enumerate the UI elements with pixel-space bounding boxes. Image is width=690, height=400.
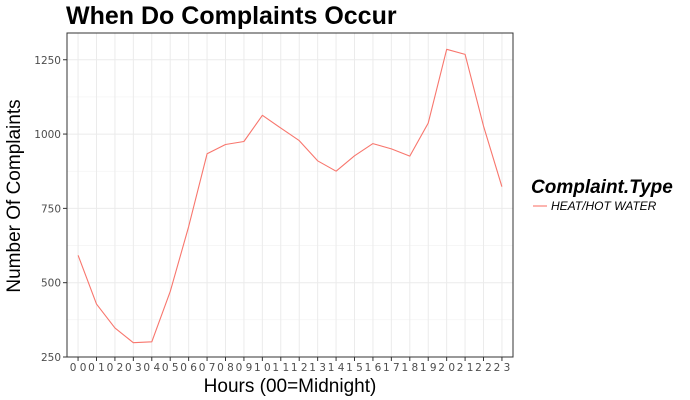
series-line-heat-hot-water xyxy=(77,48,503,344)
x-tick-label: 0 4 xyxy=(143,362,160,374)
x-tick-label: 1 2 xyxy=(291,362,308,374)
y-tick-label: 500 xyxy=(41,278,61,290)
x-tick-label: 0 2 xyxy=(107,362,124,374)
y-tick-label: 1250 xyxy=(34,55,61,67)
x-tick-label: 1 5 xyxy=(346,362,363,374)
x-tick-label: 1 1 xyxy=(272,362,289,374)
x-tick-label: 1 3 xyxy=(309,362,326,374)
x-tick-label: 0 1 xyxy=(88,362,105,374)
x-tick-label: 0 9 xyxy=(236,362,253,374)
y-axis: 250 500 750 1000 1250 xyxy=(34,55,67,364)
x-tick-label: 2 0 xyxy=(438,362,455,374)
grid xyxy=(67,33,513,358)
x-tick-label: 2 1 xyxy=(457,362,474,374)
x-tick-label: 1 9 xyxy=(420,362,437,374)
x-tick-label: 0 6 xyxy=(180,362,197,374)
x-tick-label: 0 7 xyxy=(199,362,216,374)
legend-label: HEAT/HOT WATER xyxy=(551,199,657,213)
series-layer xyxy=(77,48,503,344)
x-tick-label: 0 5 xyxy=(162,362,179,374)
chart-title: When Do Complaints Occur xyxy=(66,2,397,30)
x-tick-label: 0 8 xyxy=(217,362,234,374)
x-tick-label: 2 2 xyxy=(475,362,492,374)
legend-title: Complaint.Type xyxy=(531,177,673,198)
x-tick-label: 1 0 xyxy=(254,362,271,374)
x-tick-label: 0 0 xyxy=(70,362,87,374)
x-tick-label: 1 7 xyxy=(383,362,400,374)
x-tick-label: 1 6 xyxy=(365,362,382,374)
x-tick-label: 2 3 xyxy=(494,362,511,374)
x-tick-label: 1 8 xyxy=(401,362,418,374)
legend: Complaint.Type HEAT/HOT WATER xyxy=(531,177,673,213)
x-tick-label: 0 3 xyxy=(125,362,142,374)
y-tick-label: 750 xyxy=(41,203,61,215)
panel-border xyxy=(66,32,514,358)
y-axis-title: Number Of Complaints xyxy=(4,99,25,292)
x-tick-label: 1 4 xyxy=(328,362,345,374)
x-axis-title: Hours (00=Midnight) xyxy=(204,376,377,397)
y-tick-label: 1000 xyxy=(34,129,61,141)
y-tick-label: 250 xyxy=(41,352,61,364)
